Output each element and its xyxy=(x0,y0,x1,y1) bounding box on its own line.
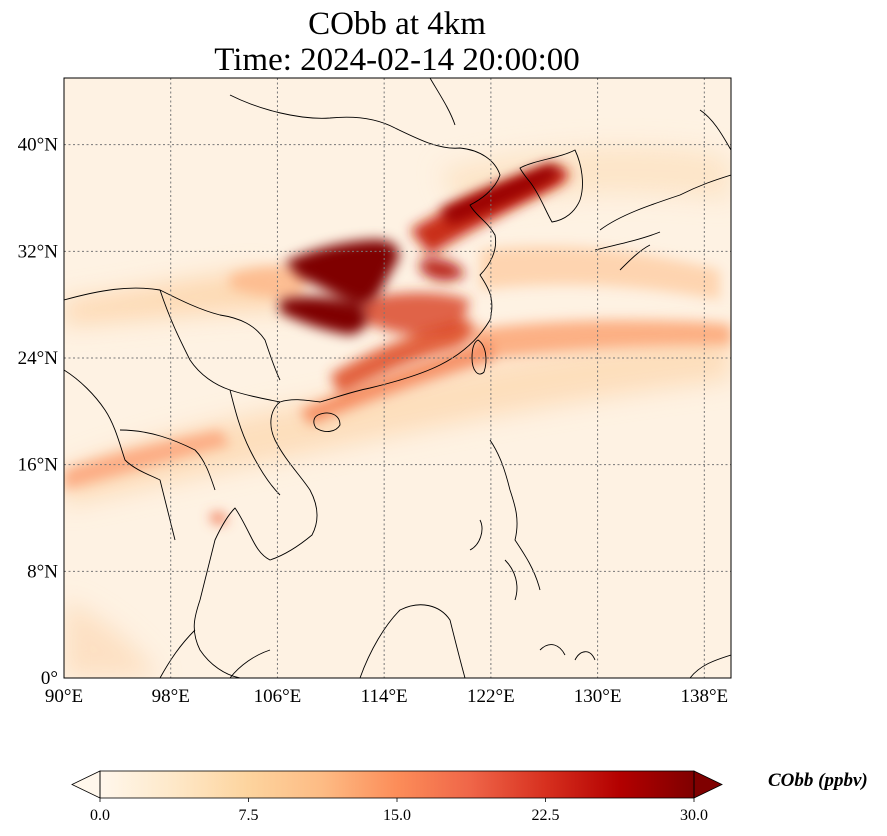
moderate-plumes xyxy=(64,246,731,524)
map-title: CObb at 4km xyxy=(308,6,486,42)
colorbar: 0.0 7.5 15.0 22.5 30.0 xyxy=(71,770,723,824)
colorbar-tick-label: 22.5 xyxy=(532,807,560,824)
longitude-tick-label: 98°E xyxy=(152,686,190,707)
longitude-tick-label: 138°E xyxy=(680,686,728,707)
latitude-tick-label: 16°N xyxy=(18,455,59,476)
latitude-tick-labels: 0° 8°N 16°N 24°N 32°N 40°N xyxy=(18,135,59,689)
map-frame xyxy=(63,77,732,679)
latitude-tick-label: 8°N xyxy=(27,561,58,582)
latitude-tick-label: 40°N xyxy=(18,135,59,156)
latitude-tick-label: 32°N xyxy=(18,241,59,262)
latitude-tick-label: 24°N xyxy=(18,348,59,369)
longitude-tick-label: 106°E xyxy=(254,686,302,707)
longitude-tick-label: 114°E xyxy=(361,686,408,707)
colorbar-tick-label: 0.0 xyxy=(90,807,110,824)
coastlines xyxy=(64,78,731,678)
colorbar-tick-label: 30.0 xyxy=(680,807,708,824)
colorbar-gradient xyxy=(100,771,694,798)
map-subtitle-time: Time: 2024-02-14 20:00:00 xyxy=(214,42,580,78)
gridlines xyxy=(64,78,731,678)
colorbar-ticks: 0.0 7.5 15.0 22.5 30.0 xyxy=(90,798,708,824)
map-panel xyxy=(64,78,731,678)
colorbar-label: CObb (ppbv) xyxy=(768,770,868,791)
colorbar-extend-max xyxy=(693,770,723,799)
latitude-tick-label: 0° xyxy=(41,668,58,689)
longitude-tick-label: 90°E xyxy=(45,686,83,707)
colorbar-extend-min xyxy=(71,770,101,799)
longitude-tick-label: 130°E xyxy=(574,686,622,707)
core-plumes xyxy=(280,164,560,335)
longitude-tick-labels: 90°E 98°E 106°E 114°E 122°E 130°E 138°E xyxy=(45,686,728,707)
longitude-tick-label: 122°E xyxy=(467,686,515,707)
colorbar-tick-label: 15.0 xyxy=(383,807,411,824)
colorbar-tick-label: 7.5 xyxy=(239,807,259,824)
